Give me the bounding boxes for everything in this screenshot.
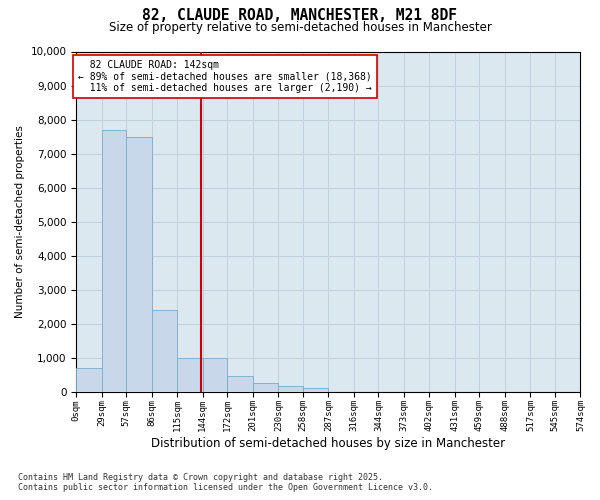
Text: Size of property relative to semi-detached houses in Manchester: Size of property relative to semi-detach… — [109, 21, 491, 34]
Bar — [203, 358, 227, 392]
Text: 82 CLAUDE ROAD: 142sqm
← 89% of semi-detached houses are smaller (18,368)
  11% : 82 CLAUDE ROAD: 142sqm ← 89% of semi-det… — [78, 60, 372, 93]
Text: 82, CLAUDE ROAD, MANCHESTER, M21 8DF: 82, CLAUDE ROAD, MANCHESTER, M21 8DF — [143, 8, 458, 22]
Bar — [253, 383, 278, 392]
Bar — [177, 358, 203, 392]
X-axis label: Distribution of semi-detached houses by size in Manchester: Distribution of semi-detached houses by … — [151, 437, 505, 450]
Bar — [227, 376, 253, 392]
Bar — [278, 386, 303, 392]
Bar — [303, 388, 328, 392]
Bar — [76, 368, 102, 392]
Y-axis label: Number of semi-detached properties: Number of semi-detached properties — [15, 125, 25, 318]
Text: Contains HM Land Registry data © Crown copyright and database right 2025.
Contai: Contains HM Land Registry data © Crown c… — [18, 473, 433, 492]
Bar — [127, 136, 152, 392]
Bar — [152, 310, 177, 392]
Bar — [102, 130, 127, 392]
